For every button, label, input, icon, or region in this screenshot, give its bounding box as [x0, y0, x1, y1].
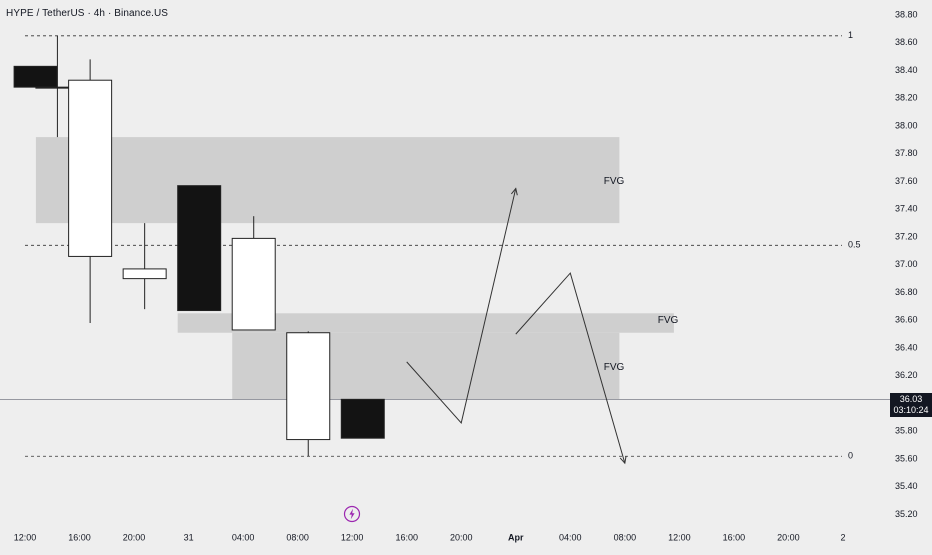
x-axis-tick-label: 20:00 [777, 532, 800, 542]
x-axis-tick-label: 16:00 [723, 532, 746, 542]
y-axis-tick-label: 38.00 [895, 120, 918, 130]
fvg-label: FVG [604, 176, 625, 187]
bearish-candle [177, 185, 222, 312]
y-axis-tick-label: 35.80 [895, 426, 918, 436]
y-axis-tick-label: 36.60 [895, 315, 918, 325]
bar-countdown-label: 03:10:24 [893, 405, 929, 415]
x-axis-tick-label: 16:00 [68, 532, 91, 542]
fvg-zone [35, 137, 620, 224]
projection-arrowhead [510, 187, 518, 196]
x-axis-tick-label: 04:00 [559, 532, 582, 542]
y-axis-tick-label: 38.40 [895, 65, 918, 75]
y-axis-tick-label: 35.20 [895, 509, 918, 519]
x-axis-tick-label: 16:00 [395, 532, 418, 542]
x-axis-tick-label: 08:00 [286, 532, 309, 542]
y-axis-tick-label: 38.80 [895, 9, 918, 19]
y-axis-tick-label: 35.40 [895, 481, 918, 491]
fib-level-label: 1 [848, 30, 853, 40]
bullish-candle [68, 79, 113, 257]
y-axis-tick-label: 36.20 [895, 370, 918, 380]
x-axis-tick-label: 08:00 [614, 532, 637, 542]
bullish-candle [231, 237, 276, 331]
y-axis-tick-label: 36.40 [895, 342, 918, 352]
y-axis-tick-label: 38.60 [895, 37, 918, 47]
x-axis-tick-label: 12:00 [14, 532, 37, 542]
bearish-candle [13, 65, 58, 88]
fib-level-label: 0 [848, 451, 853, 461]
x-axis-tick-label: 04:00 [232, 532, 255, 542]
symbol-title: HYPE / TetherUS · 4h · Binance.US [6, 8, 169, 19]
bearish-candle [340, 398, 385, 439]
x-axis-tick-label: 2 [840, 532, 845, 542]
y-axis-tick-label: 37.00 [895, 259, 918, 269]
y-axis-tick-label: 37.60 [895, 176, 918, 186]
projection-path [515, 272, 626, 464]
projection-arrowhead [619, 456, 627, 465]
x-axis-tick-label: 31 [184, 532, 194, 542]
x-axis-tick-label: 20:00 [450, 532, 473, 542]
lightning-icon[interactable] [343, 505, 361, 523]
fvg-label: FVG [604, 362, 625, 373]
current-price-label: 36.03 [899, 394, 923, 404]
current-price-badge: 36.03 03:10:24 [890, 393, 932, 417]
bullish-candle [122, 268, 167, 280]
x-axis-tick-label: 12:00 [668, 532, 691, 542]
fvg-zone [177, 313, 674, 333]
y-axis-tick-label: 36.80 [895, 287, 918, 297]
y-axis-tick-label: 38.20 [895, 93, 918, 103]
bullish-candle [286, 332, 331, 441]
fvg-label: FVG [658, 315, 679, 326]
y-axis-tick-label: 37.40 [895, 204, 918, 214]
x-axis-tick-label: 12:00 [341, 532, 364, 542]
x-axis-tick-label: Apr [508, 532, 524, 542]
y-axis-tick-label: 37.80 [895, 148, 918, 158]
fib-level-label: 0.5 [848, 240, 861, 250]
y-axis-tick-label: 35.60 [895, 453, 918, 463]
y-axis-tick-label: 37.20 [895, 231, 918, 241]
x-axis-tick-label: 20:00 [123, 532, 146, 542]
projection-path [406, 188, 517, 424]
